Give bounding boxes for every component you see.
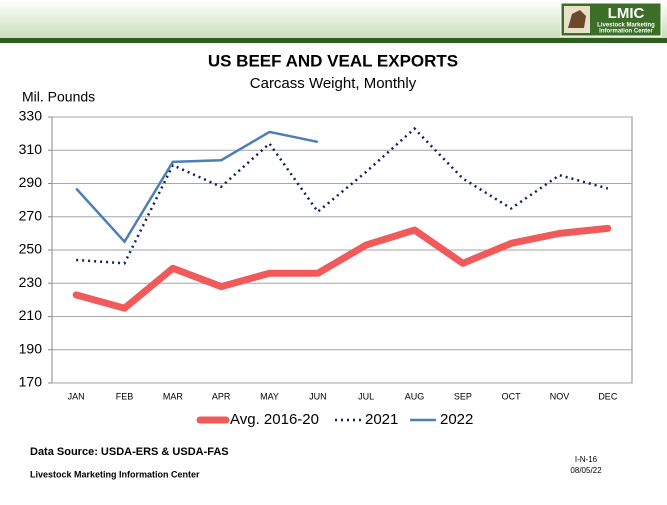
- y-tick-label: 310: [19, 141, 43, 157]
- series-line: [72, 224, 612, 312]
- y-tick-label: 230: [19, 274, 43, 290]
- chart-subtitle: Carcass Weight, Monthly: [250, 75, 417, 92]
- x-tick-label: APR: [212, 391, 231, 401]
- slide-id: I-N-16: [575, 455, 598, 464]
- y-tick-label: 170: [19, 374, 43, 390]
- x-tick-label: AUG: [405, 391, 425, 401]
- y-axis-label: Mil. Pounds: [22, 89, 95, 105]
- source: Data Source: USDA-ERS & USDA-FAS: [30, 446, 229, 458]
- logo-title: LMIC: [608, 5, 645, 22]
- x-tick-label: MAY: [260, 391, 279, 401]
- y-tick-label: 330: [19, 108, 43, 124]
- x-tick-label: FEB: [116, 391, 134, 401]
- x-tick-label: OCT: [502, 391, 522, 401]
- x-tick-label: JUL: [358, 391, 374, 401]
- legend-label: 2021: [365, 411, 398, 428]
- logo-figure: [568, 10, 586, 28]
- footer-org: Livestock Marketing Information Center: [30, 469, 200, 479]
- x-tick-label: NOV: [550, 391, 570, 401]
- x-tick-label: MAR: [163, 391, 184, 401]
- y-tick-label: 290: [19, 174, 43, 190]
- slide-date: 08/05/22: [570, 466, 602, 475]
- header-rule: [0, 38, 667, 43]
- plot: 170 190 210 230 250 270 290 310 330 JAN FEB MAR APR M…: [19, 108, 633, 428]
- x-tick-label: JUN: [309, 391, 327, 401]
- logo-line: Information Center: [599, 29, 653, 35]
- y-tick-label: 210: [19, 307, 43, 323]
- y-tick-label: 270: [19, 207, 43, 223]
- chart-title: US BEEF AND VEAL EXPORTS: [208, 51, 458, 70]
- series-line: [76, 126, 609, 265]
- legend-label: 2022: [440, 411, 473, 428]
- legend-label: Avg. 2016-20: [230, 411, 319, 428]
- logo-line: Livestock Marketing: [597, 23, 655, 29]
- series-line: [75, 130, 319, 244]
- x-tick-label: SEP: [454, 391, 472, 401]
- x-tick-label: JAN: [68, 391, 85, 401]
- header-bar: [0, 0, 667, 40]
- x-tick-label: DEC: [598, 391, 618, 401]
- y-tick-label: 250: [19, 241, 43, 257]
- y-tick-label: 190: [19, 340, 43, 356]
